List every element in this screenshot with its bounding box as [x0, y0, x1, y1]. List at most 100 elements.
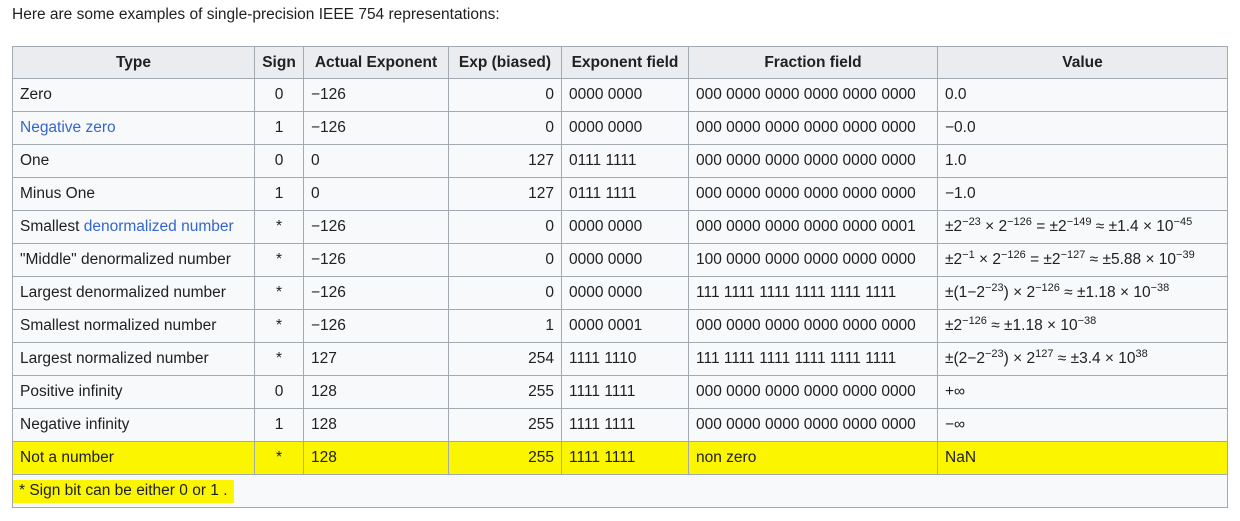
cell-actual-exponent: −126 [303, 276, 449, 310]
text-segment: Zero [20, 86, 52, 103]
cell-exp-biased: 127 [448, 144, 562, 178]
cell-fraction-field: 000 0000 0000 0000 0000 0000 [688, 309, 938, 343]
text-segment: −0.0 [945, 119, 976, 136]
cell-fraction-field: 000 0000 0000 0000 0000 0000 [688, 408, 938, 442]
table-row: Smallest normalized number * −126 1 0000 000… [12, 309, 1228, 343]
superscript: −126 [1035, 282, 1060, 294]
superscript: −23 [962, 216, 981, 228]
cell-sign: * [254, 309, 304, 343]
cell-sign: 1 [254, 177, 304, 211]
header-actual-exponent: Actual Exponent [303, 46, 449, 79]
superscript: −39 [1176, 249, 1195, 261]
ieee754-table: Type Sign Actual Exponent Exp (biased) E… [12, 46, 1228, 508]
text-segment: ±(1−2 [945, 284, 985, 301]
text-segment: × 2 [974, 251, 1001, 268]
cell-exponent-field: 1111 1111 [561, 408, 689, 442]
cell-type: Smallest normalized number [12, 309, 255, 343]
cell-fraction-field: non zero [688, 441, 938, 475]
cell-exp-biased: 255 [448, 441, 562, 475]
cell-fraction-field: 000 0000 0000 0000 0000 0000 [688, 78, 938, 112]
cell-sign: * [254, 243, 304, 277]
cell-type: Zero [12, 78, 255, 112]
cell-fraction-field: 000 0000 0000 0000 0000 0000 [688, 144, 938, 178]
text-segment: = ±2 [1031, 218, 1067, 235]
table-row: Smallest denormalized number * −126 0 0000 0… [12, 210, 1228, 244]
cell-exponent-field: 0000 0001 [561, 309, 689, 343]
header-fraction-field: Fraction field [688, 46, 938, 79]
superscript: −23 [984, 282, 1004, 294]
table-row: Zero 0 −126 0 0000 0000 000 0000 0000 0000 00… [12, 78, 1228, 112]
superscript: −127 [1060, 249, 1086, 261]
cell-value: 0.0 [937, 78, 1228, 112]
cell-type: Minus One [12, 177, 255, 211]
table-row: Largest normalized number * 127 254 1111 111… [12, 342, 1228, 376]
cell-fraction-field: 000 0000 0000 0000 0000 0001 [688, 210, 938, 244]
text-segment: NaN [945, 449, 977, 466]
superscript: −126 [1007, 216, 1032, 228]
cell-exp-biased: 0 [448, 276, 562, 310]
cell-actual-exponent: 128 [303, 441, 449, 475]
header-exponent-field: Exponent field [561, 46, 689, 79]
text-segment: ) × 2 [1003, 350, 1036, 367]
cell-exp-biased: 127 [448, 177, 562, 211]
cell-value: ±2−126 ≈ ±1.18 × 10−38 [937, 309, 1228, 343]
cell-actual-exponent: −126 [303, 78, 449, 112]
cell-sign: 0 [254, 375, 304, 409]
cell-sign: * [254, 210, 304, 244]
superscript: −23 [984, 348, 1004, 360]
superscript: −45 [1173, 216, 1193, 228]
text-segment: Positive infinity [20, 383, 123, 400]
text-segment: "Middle" denormalized number [20, 251, 231, 268]
text-segment: ≈ ±1.18 × 10 [1059, 284, 1151, 301]
table-row: Positive infinity 0 128 255 1111 1111 000 000… [12, 375, 1228, 409]
wiki-link[interactable]: denormalized number [83, 218, 234, 235]
text-segment: = ±2 [1025, 251, 1061, 268]
text-segment: −∞ [945, 416, 966, 433]
wiki-link[interactable]: Negative zero [20, 119, 116, 136]
cell-type: One [12, 144, 255, 178]
header-value: Value [937, 46, 1228, 79]
superscript: −38 [1077, 315, 1097, 327]
text-segment: 1.0 [945, 152, 967, 169]
cell-type: Smallest denormalized number [12, 210, 255, 244]
cell-exponent-field: 1111 1111 [561, 375, 689, 409]
text-segment: ≈ ±1.18 × 10 [986, 317, 1078, 334]
text-segment: +∞ [945, 383, 966, 400]
table-row: Negative infinity 1 128 255 1111 1111 000 000… [12, 408, 1228, 442]
text-segment: Largest denormalized number [20, 284, 226, 301]
header-exp-biased: Exp (biased) [448, 46, 562, 79]
text-segment: Minus One [20, 185, 95, 202]
cell-exp-biased: 0 [448, 78, 562, 112]
table-row: Negative zero 1 −126 0 0000 0000 000 0000 000… [12, 111, 1228, 145]
cell-actual-exponent: −126 [303, 243, 449, 277]
text-segment: Smallest normalized number [20, 317, 217, 334]
cell-actual-exponent: 128 [303, 408, 449, 442]
footnote-cell: * Sign bit can be either 0 or 1 . [12, 474, 1228, 508]
cell-type: Positive infinity [12, 375, 255, 409]
footnote-row: * Sign bit can be either 0 or 1 . [12, 474, 1228, 508]
cell-value: +∞ [937, 375, 1228, 409]
cell-actual-exponent: 127 [303, 342, 449, 376]
table-body: Zero 0 −126 0 0000 0000 000 0000 0000 0000 00… [12, 78, 1228, 475]
cell-sign: 1 [254, 111, 304, 145]
text-segment: Negative infinity [20, 416, 130, 433]
table-row: Largest denormalized number * −126 0 0000 00… [12, 276, 1228, 310]
superscript: −1 [962, 249, 975, 261]
text-segment: ±(2−2 [945, 350, 985, 367]
cell-exp-biased: 0 [448, 243, 562, 277]
text-segment: × 2 [980, 218, 1008, 235]
cell-exp-biased: 254 [448, 342, 562, 376]
cell-value: ±(2−2−23) × 2127 ≈ ±3.4 × 1038 [937, 342, 1228, 376]
cell-exponent-field: 0000 0000 [561, 210, 689, 244]
cell-type: Not a number [12, 441, 255, 475]
superscript: 38 [1135, 348, 1148, 360]
superscript: −126 [1000, 249, 1026, 261]
cell-exponent-field: 1111 1111 [561, 441, 689, 475]
cell-value: NaN [937, 441, 1228, 475]
cell-fraction-field: 111 1111 1111 1111 1111 1111 [688, 342, 938, 376]
cell-exponent-field: 0111 1111 [561, 177, 689, 211]
cell-fraction-field: 100 0000 0000 0000 0000 0000 [688, 243, 938, 277]
table-row: Minus One 1 0 127 0111 1111 000 0000 0000 000… [12, 177, 1228, 211]
cell-exponent-field: 0000 0000 [561, 78, 689, 112]
cell-exp-biased: 255 [448, 408, 562, 442]
